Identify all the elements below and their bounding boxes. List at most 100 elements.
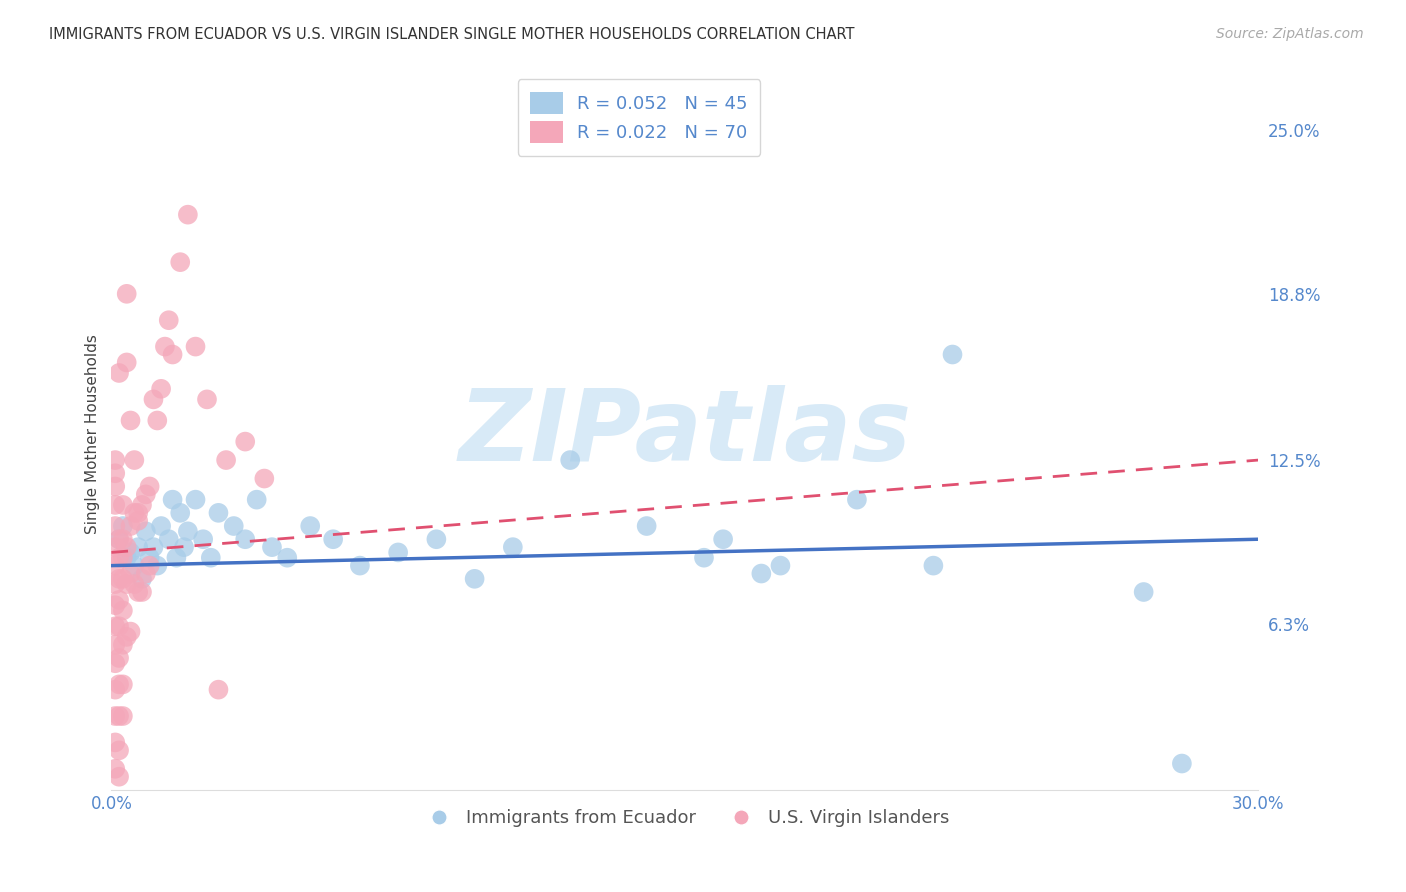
Point (104, 762, 127, 776)
Point (200, 550, 222, 565)
Point (104, 498, 127, 512)
Point (108, 619, 131, 633)
Point (111, 603, 134, 617)
Point (142, 392, 165, 407)
Point (207, 682, 229, 697)
Point (502, 540, 524, 554)
Point (349, 558, 371, 573)
Point (108, 651, 131, 665)
Point (177, 208, 200, 222)
Point (115, 540, 138, 554)
Point (246, 492, 269, 507)
Point (153, 340, 176, 354)
Point (104, 709, 127, 723)
Point (108, 743, 131, 757)
Point (177, 524, 200, 539)
Point (104, 682, 127, 697)
Point (108, 709, 131, 723)
Point (131, 572, 153, 586)
Point (941, 347, 963, 361)
Point (104, 479, 127, 493)
Point (115, 630, 138, 644)
Point (146, 413, 169, 427)
Point (104, 619, 127, 633)
Point (191, 533, 214, 547)
Point (104, 540, 127, 554)
Point (165, 550, 187, 565)
Point (299, 519, 322, 533)
Point (115, 577, 138, 591)
Text: ZIPatlas: ZIPatlas (458, 385, 911, 483)
Point (111, 533, 134, 547)
Point (162, 492, 184, 507)
Text: IMMIGRANTS FROM ECUADOR VS U.S. VIRGIN ISLANDER SINGLE MOTHER HOUSEHOLDS CORRELA: IMMIGRANTS FROM ECUADOR VS U.S. VIRGIN I… (49, 27, 855, 42)
Point (138, 550, 160, 565)
Point (636, 519, 658, 533)
Point (195, 392, 218, 407)
Point (104, 453, 127, 467)
Point (108, 533, 131, 547)
Point (138, 558, 160, 573)
Point (135, 524, 157, 539)
Point (845, 492, 868, 507)
Point (111, 677, 134, 691)
Point (464, 572, 486, 586)
Point (120, 413, 142, 427)
Point (108, 533, 131, 547)
Point (135, 487, 157, 501)
Point (108, 677, 131, 691)
Point (127, 506, 149, 520)
Point (104, 735, 127, 749)
Point (120, 545, 142, 559)
Point (560, 453, 582, 467)
Point (124, 577, 146, 591)
Point (111, 519, 134, 533)
Legend: Immigrants from Ecuador, U.S. Virgin Islanders: Immigrants from Ecuador, U.S. Virgin Isl… (413, 802, 956, 834)
Point (104, 558, 127, 573)
Point (276, 550, 298, 565)
Point (108, 770, 131, 784)
Point (146, 558, 169, 573)
Point (150, 519, 173, 533)
Point (162, 347, 184, 361)
Point (749, 566, 772, 581)
Point (115, 286, 138, 301)
Point (135, 566, 157, 581)
Point (120, 624, 142, 639)
Point (131, 498, 153, 512)
Point (253, 471, 276, 485)
Point (207, 506, 229, 520)
Point (127, 585, 149, 599)
Point (124, 506, 146, 520)
Point (138, 479, 160, 493)
Point (127, 540, 149, 554)
Point (693, 550, 716, 565)
Point (142, 540, 165, 554)
Point (157, 313, 180, 327)
Point (104, 638, 127, 652)
Point (120, 566, 142, 581)
Point (150, 382, 173, 396)
Point (322, 533, 344, 547)
Text: Source: ZipAtlas.com: Source: ZipAtlas.com (1216, 27, 1364, 41)
Point (104, 577, 127, 591)
Point (131, 585, 153, 599)
Point (169, 506, 191, 520)
Point (104, 598, 127, 612)
Point (115, 355, 138, 369)
Point (127, 514, 149, 528)
Point (115, 550, 138, 565)
Point (215, 453, 238, 467)
Point (169, 255, 191, 269)
Point (157, 533, 180, 547)
Point (425, 533, 447, 547)
Point (111, 572, 134, 586)
Point (260, 540, 283, 554)
Point (108, 572, 131, 586)
Point (108, 593, 131, 607)
Point (184, 340, 207, 354)
Point (108, 550, 131, 565)
Point (1171, 756, 1194, 771)
Point (120, 519, 142, 533)
Point (111, 709, 134, 723)
